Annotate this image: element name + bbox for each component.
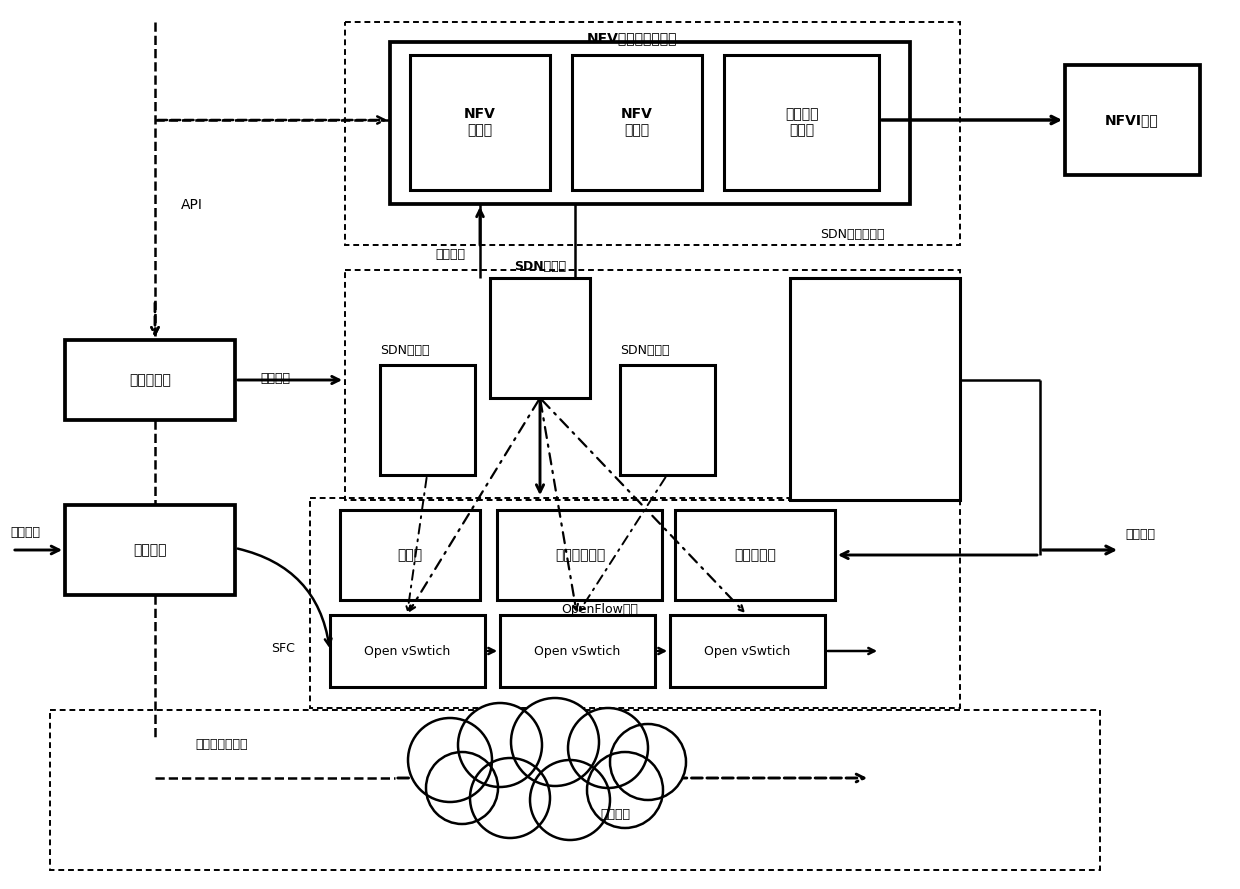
Text: NFV管理和编排组件: NFV管理和编排组件 (587, 31, 677, 45)
Circle shape (408, 718, 492, 802)
Circle shape (568, 708, 649, 788)
Text: SDN控制器: SDN控制器 (620, 343, 670, 356)
Circle shape (470, 758, 551, 838)
Bar (497, 510, 662, 600)
Bar (379, 365, 475, 475)
Text: NFVI组件: NFVI组件 (1105, 113, 1159, 127)
Bar (410, 55, 551, 190)
Text: 流分类器: 流分类器 (133, 543, 166, 557)
Text: Open vSwtich: Open vSwtich (363, 645, 450, 658)
Bar (790, 278, 960, 500)
Text: 网络地址转换: 网络地址转换 (554, 548, 605, 562)
Bar (345, 270, 960, 500)
Bar (64, 340, 236, 420)
Text: Open vSwtich: Open vSwtich (534, 645, 620, 658)
Circle shape (458, 703, 542, 787)
Text: NFV
编排器: NFV 编排器 (464, 107, 496, 137)
Text: 防火墙: 防火墙 (398, 548, 423, 562)
Text: 入口流量: 入口流量 (10, 526, 40, 540)
Bar (490, 278, 590, 398)
Circle shape (587, 752, 663, 828)
Text: SDN架构应用层: SDN架构应用层 (820, 228, 884, 242)
Circle shape (610, 724, 686, 800)
Text: 策略控制器: 策略控制器 (129, 373, 171, 387)
Text: API: API (181, 198, 203, 212)
Circle shape (529, 760, 610, 840)
Bar (50, 710, 1100, 870)
Text: 虚拟设施
管理器: 虚拟设施 管理器 (785, 107, 818, 137)
Bar (310, 498, 960, 708)
Bar (670, 615, 825, 687)
Text: SFC: SFC (272, 642, 295, 654)
Text: OpenFlow协议: OpenFlow协议 (562, 604, 639, 616)
Text: 北向接口: 北向接口 (435, 249, 465, 261)
Circle shape (511, 698, 599, 786)
Text: SDN控制器: SDN控制器 (379, 343, 429, 356)
Text: 转发设备: 转发设备 (600, 808, 630, 821)
Bar (340, 510, 480, 600)
Text: Open vSwtich: Open vSwtich (704, 645, 790, 658)
Bar (675, 510, 835, 600)
Text: 北向接口: 北向接口 (260, 372, 290, 385)
Bar (500, 615, 655, 687)
Bar (572, 55, 702, 190)
Bar (620, 365, 715, 475)
Bar (345, 22, 960, 245)
Bar (64, 505, 236, 595)
Bar (391, 42, 910, 204)
Bar (1065, 65, 1200, 175)
Text: 出口流量: 出口流量 (1125, 528, 1154, 541)
Text: NFV
管理器: NFV 管理器 (621, 107, 653, 137)
Text: 正常的转发路径: 正常的转发路径 (195, 739, 248, 751)
Circle shape (427, 752, 498, 824)
Bar (724, 55, 879, 190)
Bar (330, 615, 485, 687)
Text: 深度包检测: 深度包检测 (734, 548, 776, 562)
Text: SDN控制器: SDN控制器 (513, 260, 567, 273)
